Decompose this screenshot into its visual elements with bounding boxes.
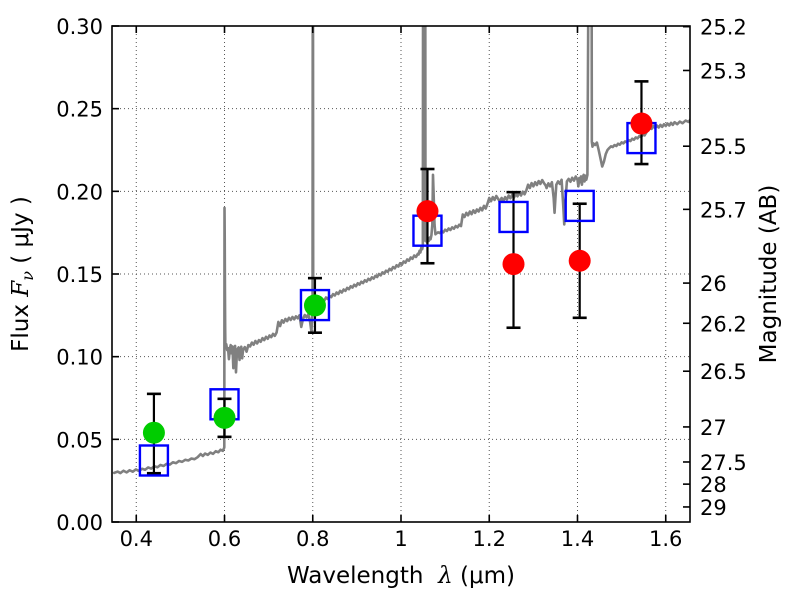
model-photometry-square [299, 288, 331, 322]
y-tick-label-left: 0.05 [56, 428, 103, 452]
axis-ticks [112, 25, 690, 523]
y-tick-label-left: 0.00 [56, 511, 103, 535]
x-tick-label: 1.6 [649, 527, 682, 551]
y-tick-label-right: 27.5 [700, 451, 747, 475]
y-axis-title-right: Magnitude (AB) [756, 185, 782, 364]
gridlines [112, 26, 690, 522]
x-tick-label: 0.8 [296, 527, 329, 551]
y-tick-label-right: 25.5 [700, 135, 747, 159]
model-photometry-square [564, 189, 595, 223]
y-tick-label-right: 26 [700, 272, 727, 296]
y-tick-label-left: 0.15 [56, 263, 103, 287]
x-tick-label: 1.4 [561, 527, 594, 551]
y-tick-label-right: 29 [700, 496, 727, 520]
model-photometry-square [498, 200, 529, 234]
x-tick-label: 1 [394, 527, 407, 551]
observed-photometry-point [630, 112, 653, 135]
model-photometry-squares [138, 121, 657, 477]
observed-photometry-point [303, 294, 326, 317]
y-tick-label-right: 26.5 [700, 360, 747, 384]
y-tick-label-left: 0.10 [56, 346, 103, 370]
y-tick-label-right: 26.2 [700, 312, 747, 336]
y-tick-label-left: 0.20 [56, 180, 103, 204]
observed-photometry-markers [142, 112, 653, 444]
y-tick-label-right: 25.3 [700, 59, 747, 83]
axis-tick-labels: 0.4 0.6 0.8 1 1.2 1.4 1.6 0.00 0.05 0.10 0.15 0.20 0… [56, 15, 747, 551]
observed-photometry-point [213, 406, 236, 429]
y-tick-label-right: 25.7 [700, 198, 747, 222]
y-tick-label-right: 28 [700, 473, 727, 497]
observed-photometry-point [568, 249, 591, 272]
y-tick-label-right: 25.2 [700, 16, 747, 40]
model-photometry-square [138, 444, 170, 477]
x-tick-label: 0.6 [208, 527, 241, 551]
x-axis-title: Wavelength λ (μm) [287, 563, 515, 589]
model-spectrum-curve [112, 26, 690, 475]
observed-photometry-point [416, 200, 439, 223]
svg-text:Flux Fν ( μJy ): Flux Fν ( μJy ) [8, 196, 37, 352]
x-tick-label: 0.4 [120, 527, 153, 551]
y-tick-label-left: 0.25 [56, 98, 103, 122]
observed-photometry-point [142, 421, 165, 444]
svg-text:Magnitude (AB): Magnitude (AB) [756, 185, 782, 364]
y-tick-label-left: 0.30 [56, 15, 103, 39]
svg-text:Wavelength λ (μm): Wavelength λ (μm) [287, 563, 515, 589]
x-tick-label: 1.2 [473, 527, 506, 551]
y-tick-label-right: 27 [700, 416, 727, 440]
y-axis-title-left: Flux Fν ( μJy ) [8, 196, 37, 352]
observed-photometry-point [502, 253, 525, 276]
spectrum-polyline [112, 26, 690, 475]
